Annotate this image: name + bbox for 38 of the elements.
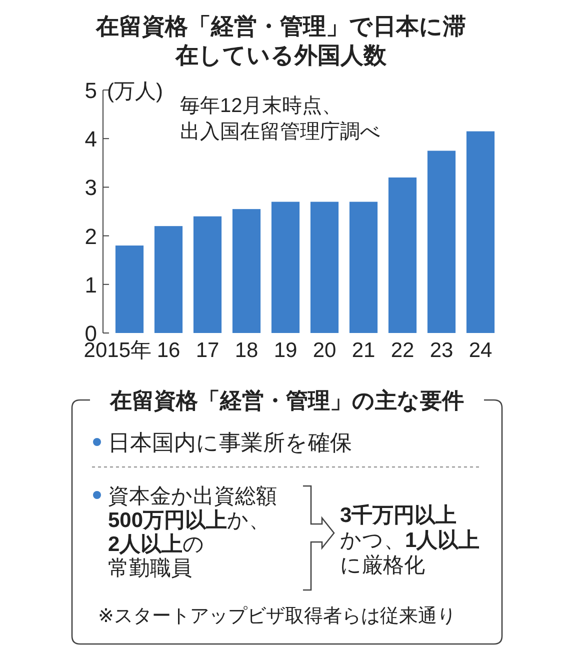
bar bbox=[310, 202, 339, 333]
bar bbox=[388, 177, 417, 333]
bar bbox=[271, 202, 300, 333]
y-tick-label: 4 bbox=[84, 126, 97, 152]
bar bbox=[115, 246, 144, 333]
bar bbox=[232, 209, 261, 333]
text: かつ、1人以上 bbox=[340, 529, 480, 552]
x-tick-label: 19 bbox=[274, 339, 298, 362]
x-tick-label: 18 bbox=[234, 339, 258, 362]
x-tick-label: 22 bbox=[390, 339, 414, 362]
text: ※スタートアップビザ取得者らは従来通り bbox=[98, 606, 456, 627]
text: 日本国内に事業所を確保 bbox=[108, 430, 352, 455]
y-axis-title: (万人) bbox=[107, 80, 163, 103]
y-tick-label: 5 bbox=[84, 78, 97, 103]
bar bbox=[466, 131, 495, 333]
x-tick-label: 21 bbox=[352, 339, 376, 362]
x-tick-label: 24 bbox=[468, 339, 492, 362]
x-tick-label: 20 bbox=[312, 339, 336, 362]
text: 3千万円以上 bbox=[340, 503, 457, 527]
text: 資本金か出資総額 bbox=[108, 485, 277, 508]
bar bbox=[154, 226, 183, 333]
bar bbox=[193, 216, 222, 333]
text: 500万円以上か、 bbox=[108, 509, 270, 532]
bar bbox=[427, 150, 456, 333]
text: 2人以上の bbox=[108, 533, 205, 556]
chart-title: 在留資格「経営・管理」で日本に滞在している外国人数 bbox=[95, 13, 466, 68]
y-tick-label: 1 bbox=[84, 272, 97, 298]
text: 常勤職員 bbox=[108, 557, 192, 580]
x-tick-label: 17 bbox=[196, 339, 220, 362]
text: 在留資格「経営・管理」の主な要件 bbox=[109, 388, 464, 413]
y-tick-label: 3 bbox=[84, 175, 97, 200]
bar bbox=[349, 202, 378, 333]
y-tick-label: 2 bbox=[84, 224, 97, 249]
annotation: 出入国在留管理庁調べ bbox=[180, 121, 380, 143]
x-tick-label: 16 bbox=[156, 339, 180, 362]
text: に厳格化 bbox=[340, 554, 425, 577]
x-tick-label: 23 bbox=[430, 339, 454, 362]
annotation: 毎年12月末時点、 bbox=[180, 95, 342, 117]
